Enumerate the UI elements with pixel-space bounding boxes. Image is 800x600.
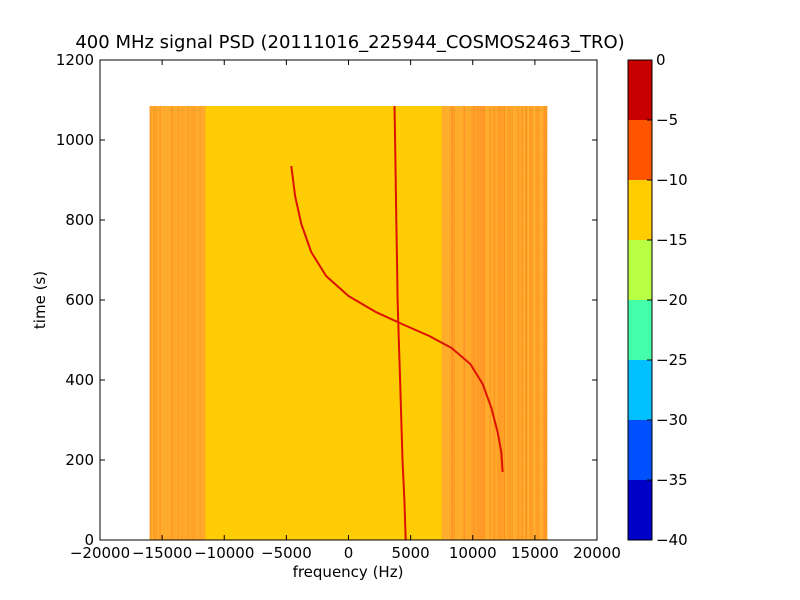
x-axis: −20000 −15000 −10000 −5000 0 5000 10000 15000 20… bbox=[70, 60, 621, 562]
edge-noise-band bbox=[441, 106, 548, 540]
colorbar-tick-label: 0 bbox=[656, 51, 666, 69]
x-tick-label: 10000 bbox=[449, 544, 497, 562]
heatmap-image bbox=[149, 105, 548, 540]
colorbar-segment bbox=[628, 480, 652, 540]
x-tick-label: −10000 bbox=[194, 544, 254, 562]
plot-area bbox=[99, 59, 598, 541]
colorbar-tick-label: −20 bbox=[656, 291, 688, 309]
signal-trace bbox=[393, 105, 407, 541]
y-tick-label: 800 bbox=[65, 211, 94, 229]
x-tick-label: 15000 bbox=[511, 544, 559, 562]
y-tick-label: 600 bbox=[65, 291, 94, 309]
x-tick-label: −20000 bbox=[70, 544, 130, 562]
x-tick-label: −15000 bbox=[132, 544, 192, 562]
signal-traces bbox=[290, 105, 504, 541]
colorbar-segment bbox=[628, 120, 652, 180]
x-tick-label: −5000 bbox=[261, 544, 312, 562]
x-tick-label: 20000 bbox=[573, 544, 621, 562]
colorbar-segment bbox=[628, 60, 652, 120]
y-tick-label: 400 bbox=[65, 371, 94, 389]
y-axis: 0 200 400 600 800 1000 1200 bbox=[56, 51, 597, 549]
y-tick-label: 0 bbox=[84, 531, 94, 549]
colorbar-segment bbox=[628, 240, 652, 300]
scan-texture bbox=[149, 105, 548, 539]
edge-noise-band bbox=[149, 106, 206, 540]
chart-title: 400 MHz signal PSD (20111016_225944_COSM… bbox=[75, 32, 624, 53]
colorbar-segment bbox=[628, 360, 652, 420]
colorbar-tick-label: −10 bbox=[656, 171, 688, 189]
colorbar-tick-label: −5 bbox=[656, 111, 678, 129]
y-axis-label: time (s) bbox=[31, 271, 49, 329]
y-tick-label: 1200 bbox=[56, 51, 94, 69]
colorbar-segment bbox=[628, 420, 652, 480]
signal-trace bbox=[290, 165, 504, 473]
colorbar-tick-label: −25 bbox=[656, 351, 688, 369]
x-tick-label: 5000 bbox=[392, 544, 430, 562]
colorbar-segment bbox=[628, 300, 652, 360]
colorbar-tick-label: −40 bbox=[656, 531, 688, 549]
x-tick-label: 0 bbox=[344, 544, 354, 562]
colorbar-tick-label: −30 bbox=[656, 411, 688, 429]
colorbar: 0 −5 −10 −15 −20 −25 −30 −35 −40 bbox=[627, 51, 688, 549]
colorbar-segment bbox=[628, 180, 652, 240]
colorbar-tick-label: −35 bbox=[656, 471, 688, 489]
x-axis-label: frequency (Hz) bbox=[293, 563, 404, 581]
y-tick-label: 200 bbox=[65, 451, 94, 469]
y-tick-label: 1000 bbox=[56, 131, 94, 149]
colorbar-tick-label: −15 bbox=[656, 231, 688, 249]
